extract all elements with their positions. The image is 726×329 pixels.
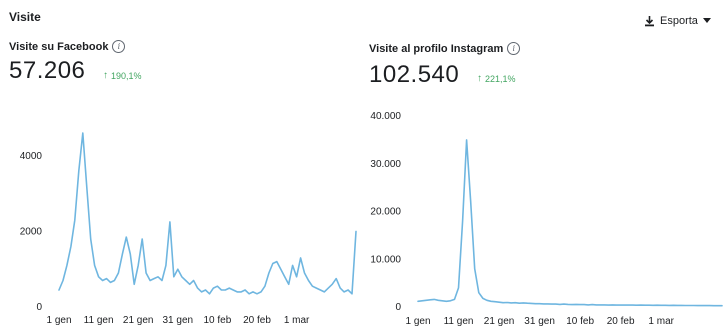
x-tick-label: 20 feb [607, 316, 635, 327]
facebook-delta: ↑ 190,1% [103, 70, 142, 81]
instagram-delta: ↑ 221,1% [477, 73, 516, 84]
facebook-value: 57.206 [9, 57, 86, 84]
x-tick-label: 21 gen [123, 315, 154, 326]
y-tick-label: 0 [36, 302, 42, 313]
download-icon [645, 16, 654, 27]
instagram-value: 102.540 [369, 61, 460, 88]
facebook-delta-value: 190,1% [111, 70, 142, 81]
x-tick-label: 1 gen [405, 316, 430, 327]
x-tick-label: 21 gen [484, 316, 515, 327]
facebook-title-row: Visite su Facebook i [9, 40, 126, 53]
y-tick-label: 40.000 [370, 111, 401, 122]
arrow-up-icon: ↑ [103, 70, 108, 81]
x-tick-label: 31 gen [163, 315, 194, 326]
x-tick-label: 31 gen [524, 316, 555, 327]
x-tick-label: 10 feb [566, 316, 594, 327]
facebook-title: Visite su Facebook [9, 40, 109, 53]
arrow-up-icon: ↑ [477, 73, 482, 84]
series-line [417, 139, 723, 307]
chevron-down-icon [702, 18, 711, 23]
section-title: Visite [9, 10, 41, 24]
instagram-title-row: Visite al profilo Instagram i [369, 42, 521, 55]
y-tick-label: 4000 [20, 151, 43, 162]
x-tick-label: 20 feb [243, 315, 271, 326]
y-tick-label: 2000 [20, 226, 43, 237]
y-tick-label: 20.000 [370, 207, 401, 218]
export-label: Esporta [660, 15, 698, 27]
y-tick-label: 0 [395, 302, 401, 313]
info-icon[interactable]: i [507, 42, 521, 55]
info-icon[interactable]: i [112, 40, 126, 53]
series-line [58, 132, 357, 295]
y-tick-label: 30.000 [370, 159, 401, 170]
x-tick-label: 10 feb [203, 315, 231, 326]
y-tick-label: 10.000 [370, 254, 401, 265]
x-tick-label: 11 gen [444, 316, 474, 327]
x-tick-label: 1 gen [46, 315, 71, 326]
x-tick-label: 1 mar [648, 316, 674, 327]
x-tick-label: 1 mar [284, 315, 310, 326]
instagram-title: Visite al profilo Instagram [369, 42, 504, 55]
instagram-delta-value: 221,1% [485, 73, 516, 84]
export-button[interactable]: Esporta [640, 10, 715, 32]
x-tick-label: 11 gen [84, 315, 114, 326]
